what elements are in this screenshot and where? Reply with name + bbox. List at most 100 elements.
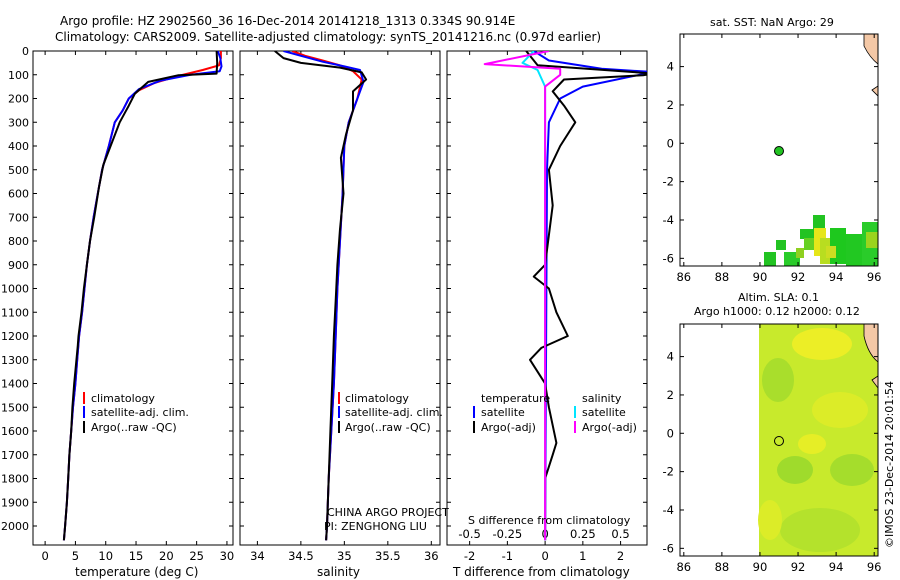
sst-map-field <box>680 34 878 266</box>
salinity-series <box>274 51 368 541</box>
y-tick-label: 4 <box>667 350 674 364</box>
y-tick-label: -4 <box>663 503 674 517</box>
y-tick-label: 1600 <box>1 425 29 438</box>
legend-label-satellite: satellite-adj. clim. <box>91 406 189 419</box>
y-tick-label: 1000 <box>1 283 29 296</box>
y-tick-label: 1500 <box>1 401 29 414</box>
sla-patch <box>792 328 852 360</box>
x-tick-label: 30 <box>220 549 235 563</box>
y-tick-label: 1800 <box>1 473 29 486</box>
sla-patch <box>780 508 860 552</box>
legend-label-argo: Argo(..raw -QC) <box>91 421 177 434</box>
sst-patch <box>764 215 878 266</box>
series-line-salinity-satellite <box>521 51 547 541</box>
sst-cell <box>813 215 825 229</box>
y-tick-label: 200 <box>8 93 29 106</box>
sla-patch <box>812 392 868 428</box>
x-tick-label: 35.5 <box>375 549 401 563</box>
series-line-argo-raw-qc- <box>62 51 219 541</box>
legend-label-sal-satellite: satellite <box>582 406 626 419</box>
y-tick-label: 2 <box>667 388 674 402</box>
x-tick-label: 0 <box>41 549 48 563</box>
y-tick-label: 500 <box>8 164 29 177</box>
header-line2: Climatology: CARS2009. Satellite-adjuste… <box>55 30 601 44</box>
project-label: CHINA ARGO PROJECT <box>327 506 449 519</box>
sst-cell <box>764 252 776 266</box>
sla-map-field <box>680 324 878 556</box>
series-line-argo-raw-qc- <box>274 51 368 541</box>
x-tick-label: 94 <box>829 560 844 574</box>
sla-patch <box>758 500 782 540</box>
difference-x-ticks: -2 -1 0 1 2-0.5 -0.25 0 0.25 0.5 <box>458 51 630 563</box>
x-tick-label: 96 <box>867 270 882 284</box>
sst-cell <box>846 234 866 266</box>
series-line-climatology <box>62 51 222 541</box>
legend-label-argo: Argo(..raw -QC) <box>345 421 431 434</box>
series-line-salinity-argo-adj- <box>483 51 562 541</box>
y-tick-label: 700 <box>8 211 29 224</box>
x-tick-label: 86 <box>676 560 691 574</box>
difference-series <box>483 51 647 541</box>
y-tick-label: 400 <box>8 140 29 153</box>
sla-patch <box>777 456 813 484</box>
salinity-legend: climatology satellite-adj. clim. Argo(..… <box>338 392 443 434</box>
y-tick-label: 800 <box>8 235 29 248</box>
x-tick-label: -1 <box>502 549 513 563</box>
y-tick-label: 2000 <box>1 520 29 533</box>
land-shape <box>871 85 878 97</box>
x-tick-label: 34 <box>250 549 265 563</box>
legend-header-salinity: salinity <box>582 392 622 405</box>
series-line-satellite-adj-clim- <box>283 51 365 541</box>
temperature-xlabel: temperature (deg C) <box>75 565 198 579</box>
x-tick-label: 36 <box>424 549 439 563</box>
legend-label-temp-argo: Argo(-adj) <box>481 421 536 434</box>
y-tick-label: -6 <box>663 251 674 265</box>
salinity-x-ticks: 34 34.5 35 35.5 36 <box>250 51 439 563</box>
y-tick-label: 900 <box>8 259 29 272</box>
x-tick-label: 34.5 <box>288 549 314 563</box>
sla-map-subtitle: Argo h1000: 0.12 h2000: 0.12 <box>694 305 860 318</box>
credit-label: ©IMOS 23-Dec-2014 20:01:54 <box>883 381 896 548</box>
land-shape <box>871 375 878 389</box>
x-tick-label: 94 <box>829 270 844 284</box>
series-line-temperature-satellite <box>533 51 647 541</box>
sla-patch <box>762 358 794 402</box>
pi-label: PI: ZENGHONG LIU <box>324 520 427 533</box>
y-tick-label: 1400 <box>1 378 29 391</box>
series-line-climatology <box>291 51 363 541</box>
header-line1: Argo profile: HZ 2902560_36 16-Dec-2014 … <box>60 14 515 28</box>
y-tick-label: 1300 <box>1 354 29 367</box>
sst-map-title: sat. SST: NaN Argo: 29 <box>710 16 834 29</box>
y-tick-label: 1700 <box>1 449 29 462</box>
argo-position-marker <box>774 436 784 446</box>
x-tick-label: 1 <box>579 549 586 563</box>
y-tick-label: -4 <box>663 213 674 227</box>
difference-xlabel-top: S difference from climatology <box>468 514 631 527</box>
sla-patch <box>798 434 826 454</box>
sst-map-axes <box>679 33 879 267</box>
sst-cell <box>776 240 786 250</box>
x-tick-label-salinity: 0.5 <box>611 527 629 541</box>
legend-label-climatology: climatology <box>345 392 409 405</box>
x-tick-label: 2 <box>617 549 624 563</box>
sst-cell <box>804 238 814 250</box>
y-tick-label: 1200 <box>1 330 29 343</box>
y-tick-label: 4 <box>667 60 674 74</box>
y-tick-label: 0 <box>667 426 674 440</box>
sla-map-ticks: 86 88 90 92 94 96 -6 -4 -2 0 2 4 <box>663 324 882 574</box>
sla-map-axes <box>679 323 879 557</box>
sla-map-title: Altim. SLA: 0.1 <box>738 291 819 304</box>
sst-map-ticks: 86 88 90 92 94 96 -6 -4 -2 0 2 4 <box>663 34 882 284</box>
x-tick-label: 92 <box>791 270 806 284</box>
sst-cell <box>796 248 804 258</box>
sla-patch <box>830 454 874 486</box>
depth-axis: 0 100 200 300 400 500 600 700 800 900 1000 1100 1200… <box>1 45 647 533</box>
x-tick-label-salinity: 0.25 <box>570 527 596 541</box>
x-tick-label: 88 <box>715 270 730 284</box>
y-tick-label: 1900 <box>1 496 29 509</box>
sst-cell <box>800 229 814 239</box>
sst-cell <box>826 246 836 258</box>
sst-cell <box>866 232 878 248</box>
y-tick-label: -6 <box>663 541 674 555</box>
